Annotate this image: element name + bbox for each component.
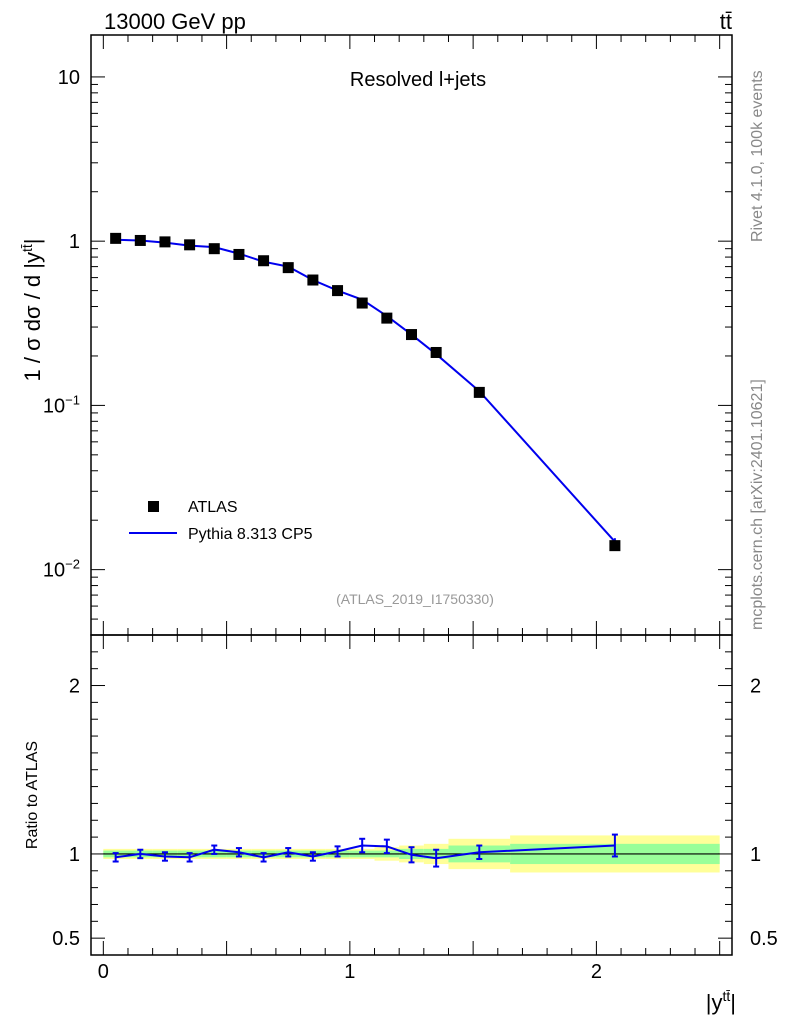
main-title: Resolved l+jets [350, 69, 486, 91]
ratio-axis-ticks: 0.5 0.5 1 1 2 2 0 1 2 [52, 634, 778, 983]
ratio-series-line [115, 844, 615, 860]
ratio-y-tick-label-left: 2 [69, 676, 80, 698]
ratio-y-tick-label-right: 2 [750, 676, 761, 698]
ratio-y-tick-label-right: 0.5 [750, 928, 778, 950]
atlas-data-point [406, 329, 417, 341]
process-label: tt̄ [720, 9, 732, 34]
atlas-data-point [356, 297, 368, 309]
atlas-data-point [381, 312, 393, 324]
x-tick-label: 1 [344, 961, 355, 983]
ratio-y-tick-label-left: 0.5 [52, 928, 80, 950]
atlas-data-point [307, 274, 319, 286]
ratio-plot-frame [90, 634, 733, 956]
x-tick-label: 0 [98, 961, 109, 983]
atlas-data-point [332, 285, 344, 297]
energy-label: 13000 GeV pp [104, 9, 246, 34]
main-ylabel: 1 / σ dσ / d |ytt̄| [19, 239, 45, 382]
atlas-data-point [134, 234, 146, 246]
x-tick-label: 2 [591, 961, 602, 983]
pythia-series-line [115, 238, 616, 543]
ratio-series [112, 833, 618, 868]
ratio-xlabel: |ytt̄| [706, 988, 736, 1015]
y-tick-label: 10 [58, 67, 80, 89]
ratio-y-tick-label-right: 1 [750, 844, 761, 866]
ratio-ylabel: Ratio to ATLAS [24, 741, 41, 849]
legend: ATLAS Pythia 8.313 CP5 [129, 499, 313, 543]
atlas-data-point [208, 243, 220, 255]
atlas-data-point [258, 255, 270, 267]
y-tick-label: 1 [69, 231, 80, 253]
source-label: mcplots.cern.ch [arXiv:2401.10621] [749, 379, 766, 630]
ratio-y-tick-label-left: 1 [69, 844, 80, 866]
atlas-data-point [430, 346, 442, 358]
atlas-data-point [159, 236, 171, 248]
atlas-data-point [473, 386, 485, 398]
atlas-data-point [233, 248, 245, 260]
analysis-tag: (ATLAS_2019_I1750330) [336, 591, 494, 607]
legend-atlas-label: ATLAS [188, 499, 238, 516]
main-axis-ticks: 10−2 10−1 1 10 [43, 35, 732, 636]
atlas-data-point [184, 239, 196, 251]
legend-pythia-label: Pythia 8.313 CP5 [188, 526, 313, 543]
legend-atlas-marker [148, 501, 159, 512]
y-tick-label: 10−1 [43, 392, 80, 417]
y-tick-label: 10−2 [43, 557, 80, 582]
atlas-data-point [110, 232, 122, 244]
rivet-version-label: Rivet 4.1.0, 100k events [749, 70, 766, 242]
main-series [110, 232, 621, 552]
main-panel: Resolved l+jets (ATLAS_2019_I1750330) 1 … [19, 34, 733, 636]
atlas-data-point [609, 540, 621, 552]
ratio-panel: 0.5 0.5 1 1 2 2 0 1 2 Ratio to ATLAS |ytt̄| [24, 634, 778, 1015]
atlas-data-point [282, 262, 294, 274]
